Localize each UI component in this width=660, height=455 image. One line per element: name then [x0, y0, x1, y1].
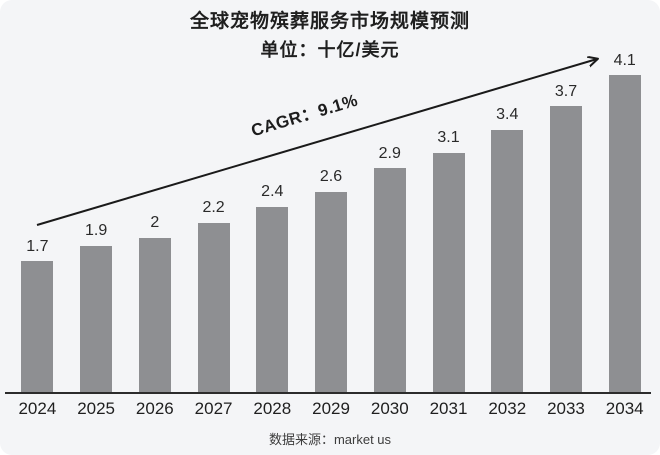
bar	[21, 261, 54, 393]
chart-title: 全球宠物殡葬服务市场规模预测	[189, 11, 470, 32]
bar-value-label: 3.4	[496, 105, 519, 123]
bar-value-label: 2	[150, 214, 160, 232]
bar-column: 4.1	[595, 52, 654, 393]
x-axis-tick-label: 2033	[547, 399, 585, 418]
bar-value-label: 4.1	[613, 51, 636, 69]
bar-column: 2.9	[360, 145, 419, 393]
bar-column: 2.6	[302, 168, 361, 393]
bar	[80, 245, 113, 393]
bar-column: 1.9	[67, 222, 126, 393]
bar-value-label: 2.2	[202, 198, 225, 216]
bar-value-label: 2.9	[378, 144, 401, 162]
bar-column: 2	[125, 214, 184, 393]
x-axis-tick-label: 2028	[253, 399, 292, 418]
chart-unit-subtitle: 单位：十亿/美元	[260, 40, 400, 60]
bar	[256, 207, 289, 393]
bar	[491, 129, 524, 393]
x-axis-tick-label: 2024	[18, 399, 57, 418]
bar-column: 2.4	[243, 183, 302, 393]
plot-area: 1.7 1.9 2 2.2 2.4 2.6 2.9 3.1 3.4 3.7 4.1	[8, 47, 654, 393]
x-axis-tick-label: 2032	[488, 399, 527, 418]
bar	[315, 191, 348, 393]
bar-value-label: 1.9	[84, 222, 108, 240]
x-axis-tick-label: 2026	[135, 399, 174, 418]
bar-value-label: 3.7	[554, 82, 578, 100]
bar	[549, 106, 582, 393]
bar-value-label: 1.7	[26, 237, 49, 255]
bar-column: 3.7	[537, 83, 596, 393]
bar-column: 2.2	[184, 199, 243, 393]
x-axis-tick-label: 2029	[312, 399, 350, 418]
bar	[138, 238, 171, 393]
bar-column: 3.4	[478, 106, 537, 393]
x-axis-tick-label: 2031	[429, 399, 468, 418]
data-source-note: 数据来源：market us	[268, 432, 392, 447]
x-axis-tick-label: 2025	[77, 399, 116, 418]
bar	[608, 75, 641, 393]
bar-column: 1.7	[8, 238, 67, 393]
bar-value-label: 2.4	[261, 183, 284, 201]
bar-value-label: 3.1	[437, 129, 460, 147]
bar-column: 3.1	[419, 129, 478, 393]
x-axis-tick-label: 2030	[370, 399, 409, 418]
x-axis-tick-label: 2027	[194, 399, 233, 418]
bar	[197, 222, 230, 393]
bar-value-label: 2.6	[319, 167, 343, 185]
bar	[432, 152, 465, 393]
x-axis-tick-label: 2034	[605, 399, 644, 418]
bar	[373, 168, 406, 393]
x-axis-line	[5, 392, 651, 394]
x-axis-tick-labels: 2024 2025 2026 2027 2028 2029 2030 2031 2032 2033…	[8, 399, 654, 419]
